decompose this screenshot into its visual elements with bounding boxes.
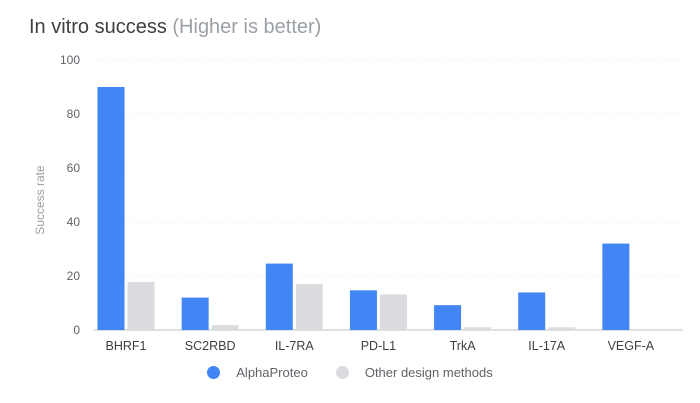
bar-other-design-methods-il-7ra: [295, 284, 323, 330]
y-tick-20: 20: [67, 269, 81, 283]
x-category-bhrf1: BHRF1: [106, 339, 147, 353]
bar-alphaproteo-sc2rbd: [181, 297, 209, 330]
x-category-sc2rbd: SC2RBD: [185, 339, 236, 353]
bars: [97, 87, 630, 330]
chart-title-subtitle: (Higher is better): [172, 16, 322, 38]
bar-chart: 0 20 40 60 80 100 Success rate BHRF1 SC2RBD IL-…: [33, 53, 683, 353]
bar-alphaproteo-vegf-a: [602, 243, 630, 330]
legend: AlphaProteo Other design methods: [0, 365, 700, 380]
bar-alphaproteo-il-17a: [518, 292, 546, 330]
x-category-labels: BHRF1 SC2RBD IL-7RA PD-L1 TrkA IL-17A VEGF-A: [106, 339, 655, 353]
x-category-il-17a: IL-17A: [528, 339, 565, 353]
legend-item-other-design-methods: Other design methods: [335, 365, 493, 380]
chart-title: In vitro success (Higher is better): [29, 14, 321, 40]
bar-other-design-methods-pd-l1: [379, 294, 407, 330]
bar-other-design-methods-trka: [464, 327, 492, 330]
y-tick-0: 0: [73, 323, 80, 337]
y-tick-60: 60: [67, 161, 81, 175]
x-category-vegf-a: VEGF-A: [608, 339, 655, 353]
legend-item-alphaproteo: AlphaProteo: [207, 365, 308, 380]
bar-other-design-methods-sc2rbd: [211, 325, 239, 330]
legend-label-alphaproteo: AlphaProteo: [236, 365, 308, 380]
bar-alphaproteo-bhrf1: [97, 87, 125, 330]
x-category-il-7ra: IL-7RA: [275, 339, 315, 353]
y-tick-80: 80: [67, 107, 81, 121]
y-tick-labels: 0 20 40 60 80 100: [60, 53, 80, 337]
x-category-trka: TrkA: [450, 339, 477, 353]
y-tick-40: 40: [67, 215, 81, 229]
legend-swatch-other-design-methods: [335, 366, 349, 379]
bar-alphaproteo-il-7ra: [265, 263, 293, 330]
legend-swatch-alphaproteo: [207, 366, 221, 379]
bar-alphaproteo-trka: [434, 305, 462, 330]
y-tick-100: 100: [60, 53, 80, 67]
bar-other-design-methods-il-17a: [548, 327, 576, 330]
chart-title-main: In vitro success: [29, 16, 167, 38]
x-category-pd-l1: PD-L1: [361, 339, 396, 353]
y-axis-label: Success rate: [33, 165, 47, 235]
bar-other-design-methods-bhrf1: [127, 281, 155, 330]
bar-alphaproteo-pd-l1: [349, 290, 377, 330]
gridlines: [94, 59, 683, 331]
legend-label-other-design-methods: Other design methods: [364, 365, 493, 380]
